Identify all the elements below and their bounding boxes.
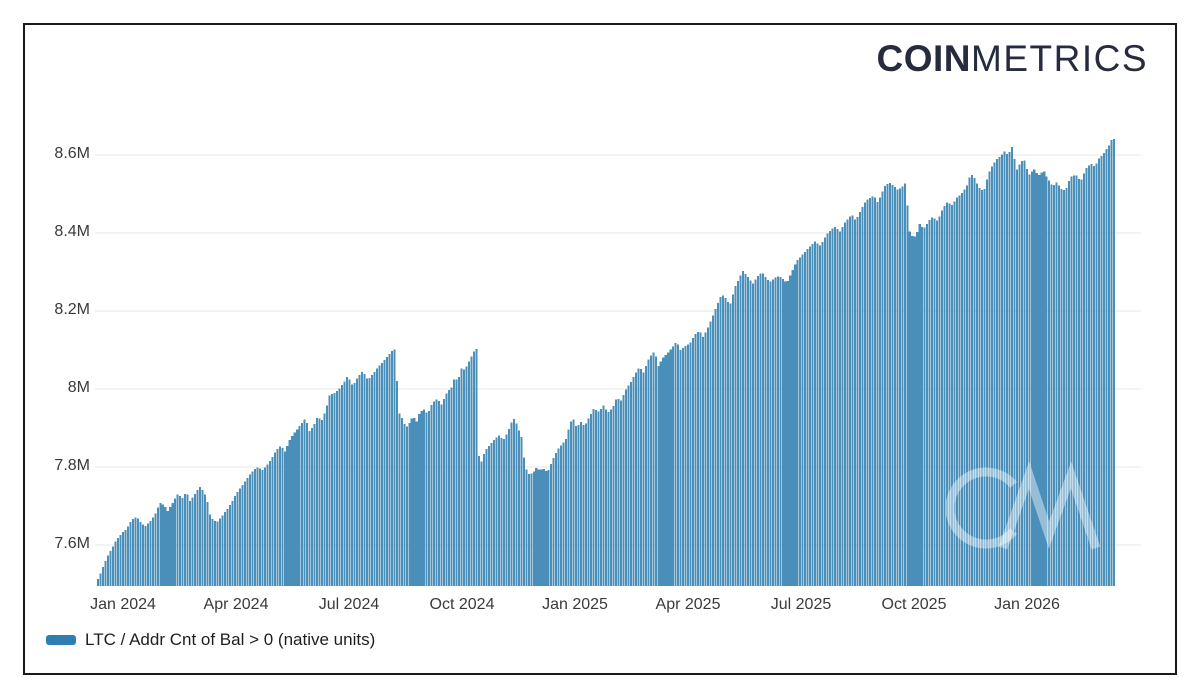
x-axis-label-jul-2024: Jul 2024 — [318, 596, 380, 613]
card-frame — [23, 23, 1177, 675]
logo-metrics: METRICS — [971, 38, 1148, 79]
y-axis-label-7-8m: 7.8M — [54, 457, 90, 474]
y-axis-label-7-6m: 7.6M — [54, 535, 90, 552]
legend-label: LTC / Addr Cnt of Bal > 0 (native units) — [85, 630, 376, 649]
y-axis-label-8-6m: 8.6M — [54, 145, 90, 162]
coinmetrics-logo: COINMETRICS — [877, 40, 1149, 77]
x-axis-label-oct-2025: Oct 2025 — [881, 596, 947, 613]
x-axis-label-oct-2024: Oct 2024 — [429, 596, 495, 613]
x-axis-label-jan-2026: Jan 2026 — [994, 596, 1060, 613]
x-axis-label-jan-2025: Jan 2025 — [542, 596, 608, 613]
cm-watermark-icon — [998, 461, 1101, 550]
y-axis-label-8m: 8M — [67, 379, 90, 396]
x-axis-label-jan-2024: Jan 2024 — [90, 596, 156, 613]
x-axis-label-jul-2025: Jul 2025 — [770, 596, 832, 613]
y-axis-label-8-2m: 8.2M — [54, 301, 90, 318]
legend-item-ltc-addr-count[interactable]: LTC / Addr Cnt of Bal > 0 (native units) — [46, 630, 375, 650]
x-axis-label-apr-2025: Apr 2025 — [655, 596, 721, 613]
legend-swatch-icon — [46, 635, 76, 645]
y-axis-label-8-4m: 8.4M — [54, 223, 90, 240]
logo-coin: COIN — [876, 38, 971, 79]
x-axis-label-apr-2024: Apr 2024 — [203, 596, 269, 613]
cm-watermark-icon — [945, 467, 1018, 549]
